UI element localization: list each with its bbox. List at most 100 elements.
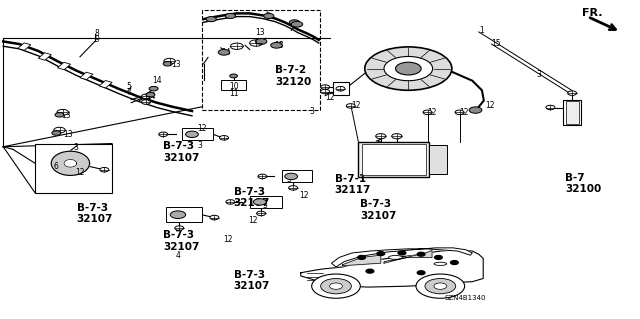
Circle shape [312, 274, 360, 298]
Circle shape [568, 91, 577, 95]
Text: 7: 7 [127, 88, 132, 97]
Text: 14: 14 [152, 76, 162, 85]
Circle shape [321, 85, 330, 89]
Circle shape [398, 251, 406, 255]
Text: 3: 3 [262, 201, 268, 210]
Circle shape [336, 86, 345, 91]
Circle shape [163, 62, 172, 66]
Bar [282, 170, 312, 182]
Bar [18, 43, 31, 50]
Text: 1: 1 [479, 26, 483, 35]
Text: 4: 4 [176, 251, 181, 260]
Polygon shape [301, 250, 483, 287]
Circle shape [141, 94, 150, 99]
Bar [358, 142, 429, 177]
Text: 13: 13 [63, 130, 72, 139]
Circle shape [226, 200, 235, 204]
Text: 12: 12 [223, 235, 232, 244]
Text: 12: 12 [428, 108, 437, 117]
Circle shape [416, 274, 465, 298]
Circle shape [321, 278, 351, 294]
Circle shape [455, 110, 464, 115]
Circle shape [392, 134, 402, 139]
Ellipse shape [388, 256, 403, 259]
Circle shape [55, 113, 64, 117]
Text: 6: 6 [53, 162, 58, 171]
Circle shape [330, 283, 342, 289]
Text: 10: 10 [229, 82, 239, 91]
Text: 12: 12 [76, 168, 85, 177]
Text: 3: 3 [536, 70, 541, 78]
Text: 13: 13 [172, 60, 181, 69]
Text: 12: 12 [248, 216, 258, 225]
Text: 3: 3 [74, 143, 79, 152]
Text: 11: 11 [229, 89, 239, 98]
Bar [182, 128, 213, 140]
Text: 2: 2 [376, 135, 381, 144]
Text: 12: 12 [351, 101, 360, 110]
Text: SZN4B1340: SZN4B1340 [445, 295, 486, 301]
Circle shape [423, 110, 432, 115]
Text: B-7-1
32117: B-7-1 32117 [335, 174, 371, 196]
Bar [250, 196, 282, 208]
Circle shape [225, 13, 236, 19]
Text: 14: 14 [146, 92, 156, 101]
Circle shape [376, 134, 386, 139]
Circle shape [206, 17, 216, 22]
Circle shape [434, 283, 447, 289]
Circle shape [141, 100, 150, 104]
Bar [202, 10, 320, 110]
Text: 14: 14 [221, 48, 230, 57]
Bar [566, 101, 579, 124]
Circle shape [377, 252, 385, 256]
Circle shape [264, 13, 274, 19]
Text: B-7
32100: B-7 32100 [565, 173, 602, 195]
Text: 12: 12 [460, 108, 469, 117]
Polygon shape [332, 248, 472, 267]
Circle shape [218, 49, 230, 55]
Circle shape [159, 132, 168, 137]
Bar [429, 145, 447, 174]
Circle shape [220, 136, 228, 140]
Text: B-7-3
32107: B-7-3 32107 [163, 141, 200, 163]
Bar [35, 144, 112, 193]
Circle shape [52, 131, 61, 135]
Circle shape [546, 105, 555, 110]
Circle shape [186, 131, 198, 137]
Text: 13: 13 [61, 111, 70, 120]
Circle shape [366, 269, 374, 273]
Bar [38, 53, 51, 60]
Polygon shape [64, 160, 77, 167]
Circle shape [170, 211, 186, 219]
Text: 12: 12 [325, 93, 335, 102]
Text: 3: 3 [287, 175, 292, 184]
Bar [362, 144, 426, 175]
Text: FR.: FR. [582, 8, 603, 18]
Text: 15: 15 [492, 39, 501, 48]
Circle shape [321, 89, 330, 94]
Circle shape [289, 20, 300, 25]
Circle shape [100, 167, 109, 172]
Bar [166, 207, 202, 222]
Circle shape [346, 104, 355, 108]
Polygon shape [51, 151, 90, 175]
Circle shape [146, 93, 155, 97]
Text: 12: 12 [197, 124, 207, 133]
Circle shape [149, 86, 158, 91]
Circle shape [358, 256, 365, 259]
Polygon shape [342, 255, 381, 266]
Circle shape [417, 252, 425, 256]
Circle shape [451, 261, 458, 264]
Circle shape [230, 74, 237, 78]
Text: 3: 3 [309, 107, 314, 116]
Text: B-7-3
32107: B-7-3 32107 [234, 270, 270, 291]
Text: 5: 5 [127, 82, 132, 91]
Circle shape [258, 174, 267, 179]
Text: B-7-3
32107: B-7-3 32107 [234, 187, 270, 208]
Bar [58, 62, 70, 70]
Text: 6: 6 [266, 10, 271, 19]
Text: B-7-3
32107: B-7-3 32107 [77, 203, 113, 224]
Circle shape [271, 42, 282, 48]
Circle shape [250, 40, 262, 46]
Bar [563, 100, 581, 125]
